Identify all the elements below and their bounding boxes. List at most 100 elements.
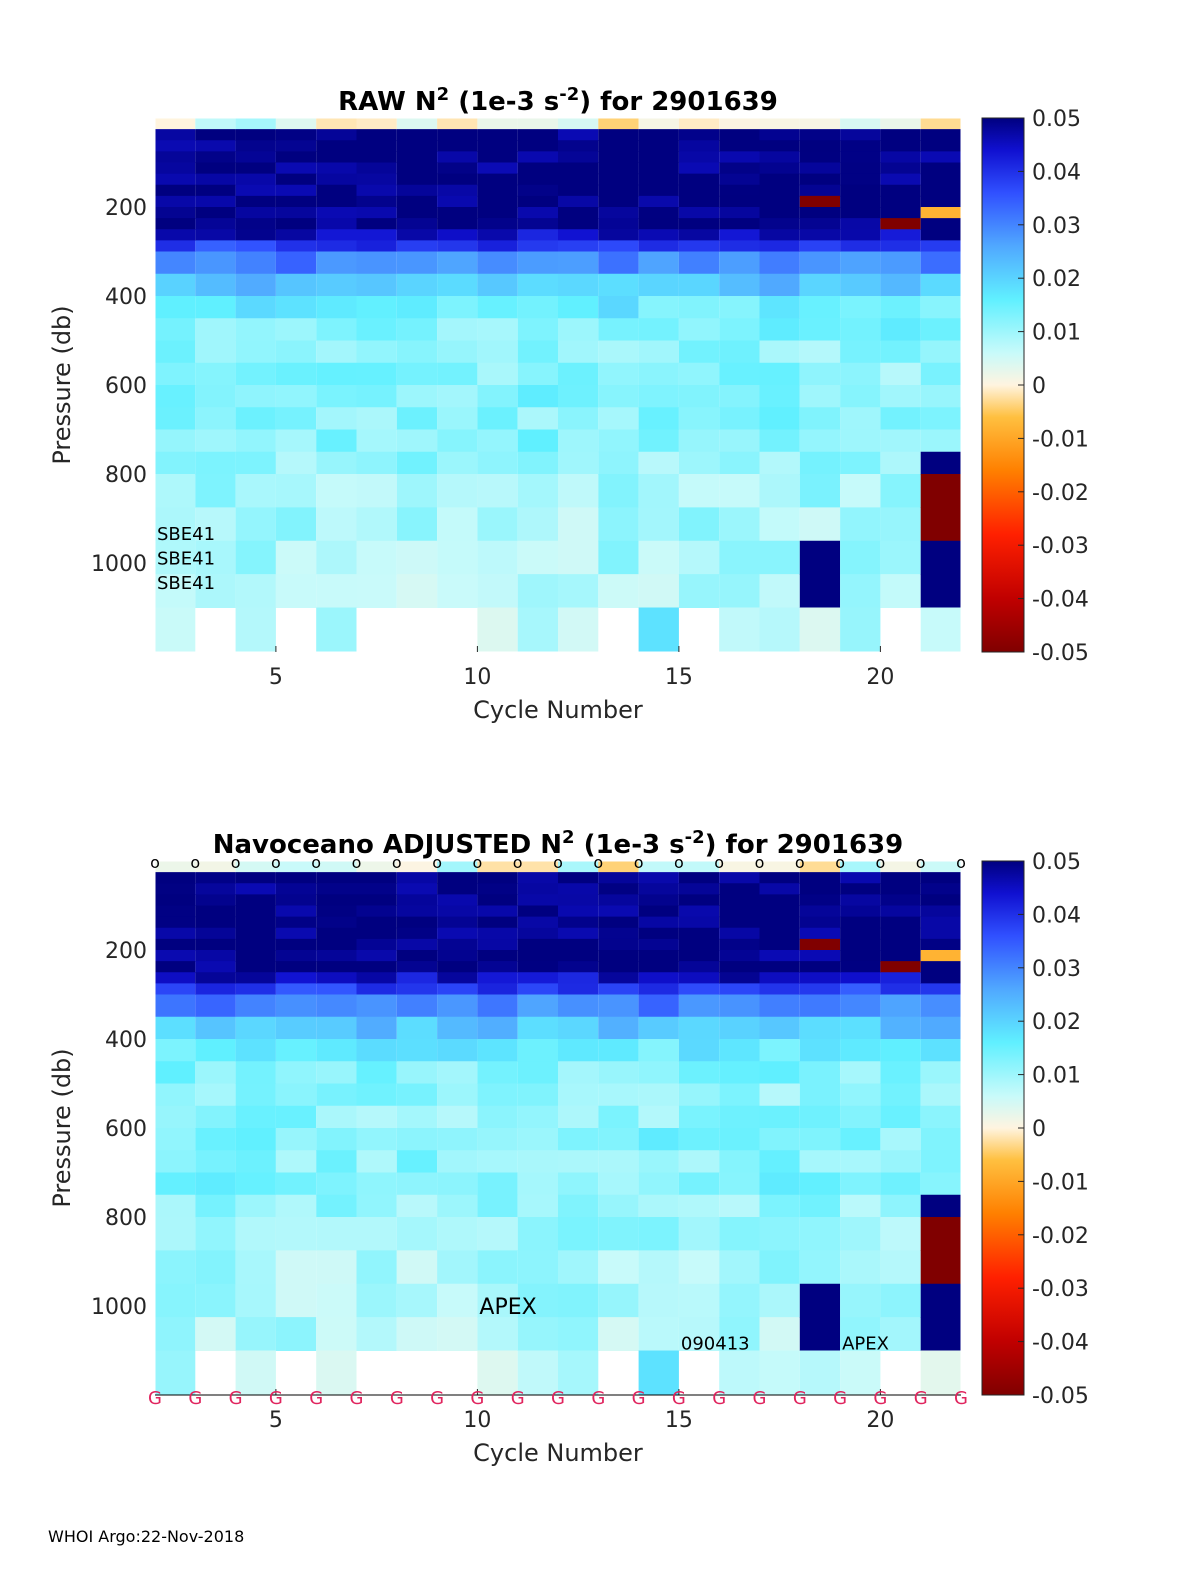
heatmap-cell: [437, 1150, 478, 1173]
heatmap-cell: [920, 927, 961, 940]
heatmap-cell: [920, 240, 961, 252]
heatmap-cell: [235, 507, 276, 542]
heatmap-cell: [316, 1350, 357, 1396]
heatmap-cell: [558, 1061, 599, 1084]
heatmap-cell: [356, 1172, 397, 1196]
heatmap-cell: [840, 118, 881, 130]
heatmap-cell: [759, 173, 800, 186]
heatmap-cell: [759, 861, 800, 873]
heatmap-cell: [799, 927, 841, 940]
heatmap-cell: [316, 1150, 357, 1173]
heatmap-cell: [678, 540, 720, 575]
heatmap-cell: [517, 1350, 558, 1396]
heatmap-cell: [517, 894, 558, 906]
heatmap-cell: [678, 994, 720, 1018]
heatmap-cell: [598, 184, 639, 197]
heatmap-cell: [396, 1016, 438, 1040]
heatmap-cell: [638, 1172, 679, 1196]
heatmap-cell: [235, 1194, 276, 1218]
heatmap-cell: [719, 961, 760, 973]
bottom-marker: G: [833, 1388, 847, 1409]
heatmap-cell: [880, 1283, 921, 1318]
heatmap-cell: [437, 1283, 478, 1318]
heatmap-cell: [235, 927, 276, 940]
heatmap-cell: [356, 983, 397, 995]
heatmap-cell: [840, 574, 881, 608]
heatmap-cell: [880, 994, 921, 1018]
heatmap-cell: [920, 1283, 961, 1318]
heatmap-cell: [558, 883, 599, 895]
heatmap-cell: [195, 1016, 236, 1040]
bottom-marker: G: [269, 1388, 283, 1409]
heatmap-cell: [235, 1250, 276, 1285]
heatmap-cell: [638, 207, 679, 219]
heatmap-cell: [598, 296, 639, 319]
heatmap-cell: [880, 950, 921, 962]
heatmap-cell: [517, 961, 558, 973]
heatmap-cell: [719, 1350, 760, 1396]
y-tick-label: 1000: [91, 1295, 147, 1320]
heatmap-cell: [719, 1083, 760, 1107]
heatmap-cell: [880, 195, 921, 208]
heatmap-cell: [799, 1016, 841, 1040]
heatmap-cell: [719, 1217, 760, 1251]
y-axis-label: Pressure (db): [48, 1048, 76, 1207]
heatmap-cell: [558, 451, 599, 475]
heatmap-cell: [638, 1128, 679, 1151]
heatmap-cell: [356, 129, 397, 141]
heatmap-cell: [638, 273, 679, 297]
heatmap-cell: [799, 273, 841, 297]
colorbar-tick-label: -0.03: [1032, 1277, 1089, 1302]
bottom-marker: G: [632, 1388, 646, 1409]
heatmap-cell: [437, 451, 478, 475]
heatmap-cell: [719, 1128, 760, 1151]
heatmap-cell: [840, 362, 881, 386]
heatmap-cell: [638, 883, 679, 895]
heatmap-cell: [719, 607, 760, 653]
bottom-marker: G: [672, 1388, 686, 1409]
heatmap-cell: [920, 961, 961, 973]
annotation-label: APEX: [479, 1295, 536, 1320]
heatmap-cell: [396, 872, 438, 884]
heatmap-cell: [840, 938, 881, 951]
heatmap-cell: [235, 273, 276, 297]
top-marker: o: [553, 853, 563, 872]
heatmap-cell: [517, 318, 558, 341]
heatmap-cell: [920, 1250, 961, 1285]
heatmap-cell: [477, 1039, 518, 1062]
heatmap-cell: [759, 218, 800, 230]
heatmap-cell: [880, 1128, 921, 1151]
heatmap-cell: [396, 1039, 438, 1062]
heatmap-cell: [678, 972, 720, 984]
heatmap-cell: [598, 861, 639, 873]
heatmap-cell: [638, 872, 679, 884]
heatmap-cell: [195, 273, 236, 297]
heatmap-cell: [678, 1250, 720, 1285]
heatmap-cell: [598, 240, 639, 252]
heatmap-cell: [517, 251, 558, 275]
heatmap-cell: [598, 872, 639, 884]
heatmap-cell: [719, 905, 760, 918]
heatmap-cell: [719, 883, 760, 895]
heatmap-cell: [155, 1172, 196, 1196]
heatmap-cell: [396, 273, 438, 297]
heatmap-cell: [477, 429, 518, 453]
heatmap-cell: [517, 1250, 558, 1285]
heatmap-cell: [880, 507, 921, 542]
heatmap-cell: [155, 927, 196, 940]
heatmap-cell: [396, 407, 438, 430]
colorbar-tick-label: 0.05: [1032, 107, 1081, 132]
heatmap-cell: [880, 540, 921, 575]
heatmap-cell: [517, 1039, 558, 1062]
heatmap-cell: [719, 184, 760, 197]
colorbar-tick-label: 0.05: [1032, 850, 1081, 875]
heatmap-cell: [316, 1061, 357, 1084]
heatmap-cell: [598, 362, 639, 386]
heatmap-cell: [638, 574, 679, 608]
heatmap-cell: [719, 340, 760, 364]
heatmap-cell: [920, 273, 961, 297]
heatmap-cell: [477, 474, 518, 508]
title-superscript: 2: [562, 827, 575, 848]
heatmap-cell: [356, 507, 397, 542]
heatmap-cell: [920, 1016, 961, 1040]
